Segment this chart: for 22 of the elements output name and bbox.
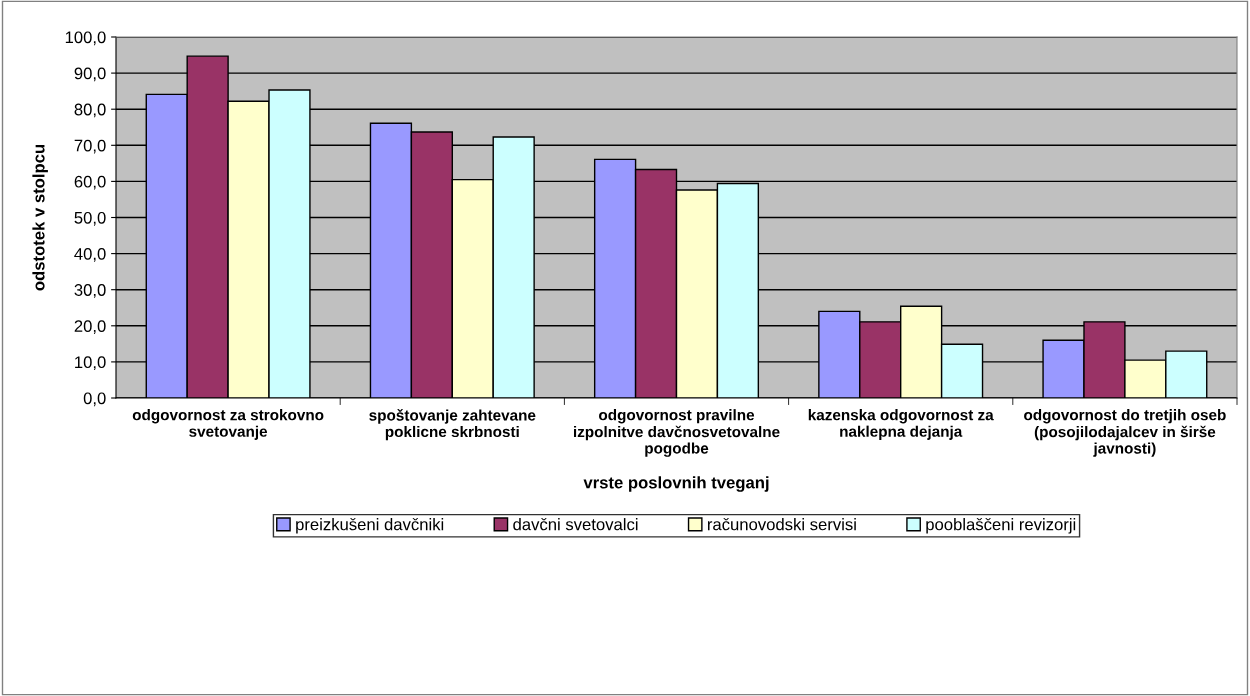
y-tick-label: 40,0 bbox=[74, 248, 106, 262]
x-tick-label: odgovornost do tretjih oseb (posojilodajalcev in širše javnosti) bbox=[1024, 409, 1226, 457]
legend-label: davčni svetovalci bbox=[513, 518, 638, 531]
y-axis-title: odstotek v stolpcu bbox=[32, 144, 48, 291]
y-tick-label: 100,0 bbox=[65, 31, 106, 46]
y-tick-label: 90,0 bbox=[74, 67, 106, 82]
x-tick-label: odgovornost pravilne izpolnitve davčnosvetovalne pogodbe bbox=[574, 409, 780, 457]
x-tick-label: kazenska odgovornost za naklepna dejanja bbox=[808, 409, 994, 440]
y-tick-label: 50,0 bbox=[74, 211, 106, 226]
x-tick-label: odgovornost za strokovno svetovanje bbox=[132, 409, 324, 440]
legend-label: računovodski servisi bbox=[707, 518, 856, 531]
x-axis-title: vrste poslovnih tveganj bbox=[583, 476, 769, 492]
legend-label: preizkušeni davčniki bbox=[296, 518, 444, 534]
y-tick-label: 30,0 bbox=[74, 284, 106, 298]
y-tick-label: 80,0 bbox=[74, 103, 106, 118]
y-tick-label: 10,0 bbox=[75, 356, 106, 371]
x-tick-label: spoštovanje zahtevane poklicne skrbnosti bbox=[369, 409, 536, 441]
y-tick-label: 60,0 bbox=[74, 175, 106, 190]
y-tick-label: 0,0 bbox=[83, 392, 106, 407]
y-tick-label: 20,0 bbox=[74, 320, 106, 334]
y-tick-label: 70,0 bbox=[74, 139, 106, 154]
legend-label: pooblaščeni revizorji bbox=[926, 518, 1076, 534]
